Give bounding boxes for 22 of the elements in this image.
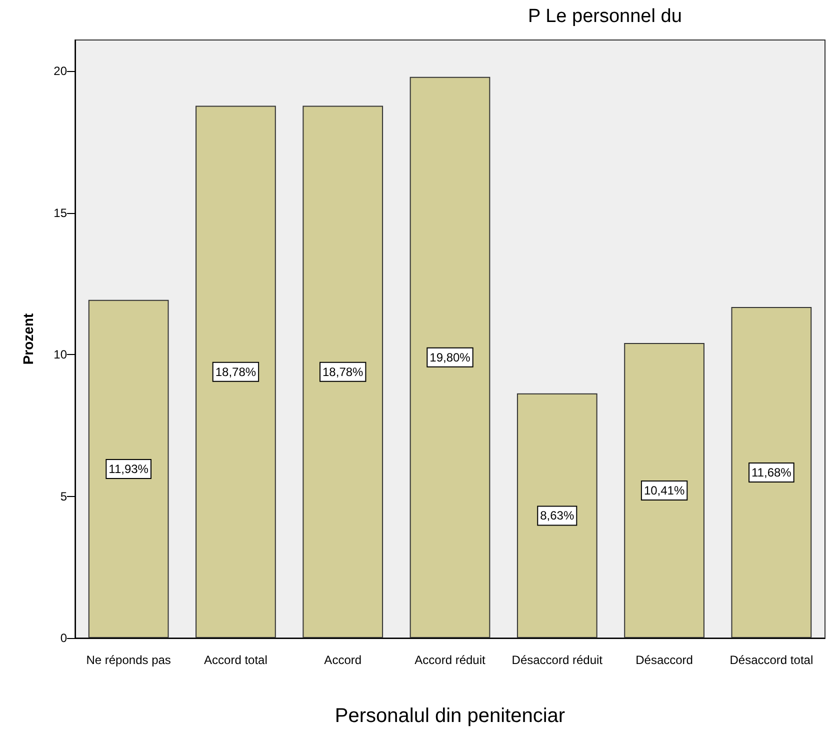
x-axis-title: Personalul din penitenciar <box>334 705 566 727</box>
data-label: 18,78% <box>215 364 256 379</box>
y-axis-title: Prozent <box>20 312 36 365</box>
data-label: 11,68% <box>752 465 792 480</box>
x-tick-label: Désaccord réduit <box>512 653 604 667</box>
data-label: 19,80% <box>430 350 471 364</box>
x-tick-label: Désaccord total <box>730 653 814 667</box>
x-tick-label: Accord réduit <box>414 653 486 667</box>
x-tick-label: Accord <box>324 653 362 667</box>
y-tick-label: 5 <box>60 489 68 504</box>
x-tick-label: Ne réponds pas <box>86 653 171 667</box>
y-tick-label: 20 <box>54 64 68 78</box>
data-label: 8,63% <box>540 508 574 523</box>
y-tick-label: 10 <box>54 348 68 362</box>
y-tick-label: 15 <box>54 206 68 220</box>
chart-title: P Le personnel du <box>528 6 682 27</box>
data-label: 11,93% <box>108 462 149 476</box>
x-tick-label: Accord total <box>204 653 268 667</box>
data-label: 10,41% <box>644 483 685 498</box>
x-tick-label: Désaccord <box>636 653 693 667</box>
data-label: 18,78% <box>322 364 364 379</box>
y-tick-label: 0 <box>60 631 68 645</box>
